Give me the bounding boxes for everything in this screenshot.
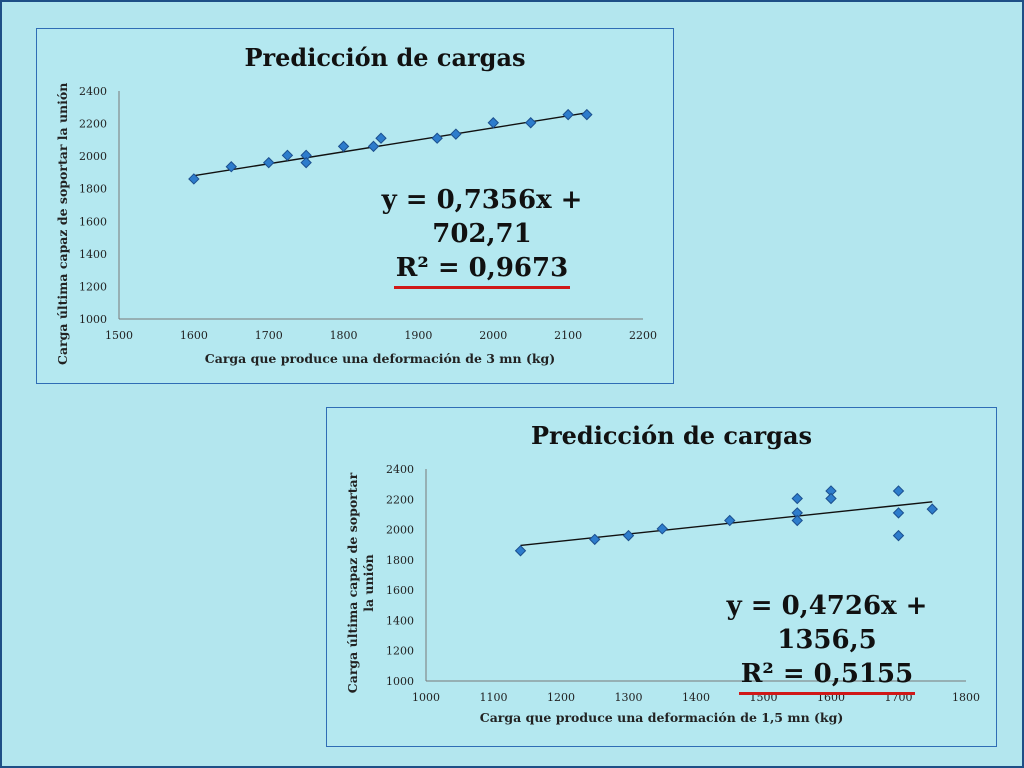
y-axis-label: Carga última capaz de soportar la unión xyxy=(55,82,70,365)
r-squared-text: R² = 0,9673 xyxy=(395,253,569,283)
x-tick-label: 1800 xyxy=(330,329,358,342)
data-point xyxy=(450,128,462,140)
y-tick-label: 2400 xyxy=(79,85,107,98)
red-underline xyxy=(738,692,916,695)
y-tick-label: 2400 xyxy=(386,463,414,476)
y-tick-label: 1000 xyxy=(79,313,107,326)
data-point xyxy=(431,132,443,144)
chart-title: Predicción de cargas xyxy=(530,421,813,450)
y-tick-label: 1200 xyxy=(79,280,107,293)
data-point xyxy=(263,156,275,169)
regression-equation: y = 0,4726x + 1356,5 xyxy=(726,591,928,655)
trendline xyxy=(193,112,587,177)
trendline xyxy=(520,501,933,547)
x-axis-label: Carga que produce una deformación de 1,5… xyxy=(479,710,844,725)
r-squared-text: R² = 0,5155 xyxy=(740,659,914,689)
data-point xyxy=(656,523,668,535)
x-tick-label: 1100 xyxy=(480,691,508,704)
data-point xyxy=(337,140,350,153)
y-axis-label: Carga última capaz de soportar la unión xyxy=(345,472,376,694)
data-point xyxy=(281,149,294,162)
y-tick-label: 1800 xyxy=(79,183,107,196)
data-point xyxy=(622,529,635,542)
regression-equation-block: y = 0,7356x + 702,71 R² = 0,9673 xyxy=(337,183,627,289)
x-tick-label: 1600 xyxy=(180,329,208,342)
scatter-plot-1: 1000 1200 1400 1600 1800 2000 2200 2400 1500 1600… xyxy=(79,85,657,342)
x-tick-label: 1800 xyxy=(952,691,980,704)
data-point xyxy=(825,492,837,505)
data-point xyxy=(589,533,601,546)
data-point xyxy=(367,140,380,153)
x-tick-label: 1400 xyxy=(682,691,710,704)
y-tick-label: 2200 xyxy=(386,493,414,506)
y-tick-label: 1200 xyxy=(386,645,414,658)
data-point xyxy=(487,117,499,129)
x-tick-label: 1000 xyxy=(412,691,440,704)
y-tick-label: 1600 xyxy=(79,215,107,228)
data-point xyxy=(892,507,905,519)
x-tick-label: 1200 xyxy=(547,691,575,704)
x-axis-label: Carga que produce una deformación de 3 m… xyxy=(204,351,556,366)
y-tick-label: 1400 xyxy=(386,614,414,627)
data-point xyxy=(514,545,527,557)
red-underline xyxy=(393,286,571,289)
x-tick-label: 1300 xyxy=(615,691,643,704)
y-tick-label: 2000 xyxy=(79,150,107,163)
y-tick-label: 1000 xyxy=(386,675,414,688)
y-tick-label: 1400 xyxy=(79,248,107,261)
data-point xyxy=(892,529,905,542)
data-point xyxy=(225,161,237,173)
data-point xyxy=(188,173,200,185)
data-point xyxy=(791,514,803,527)
regression-equation: y = 0,7356x + 702,71 xyxy=(381,185,583,249)
x-tick-label: 2200 xyxy=(629,329,657,342)
data-point xyxy=(525,117,537,129)
data-point xyxy=(724,514,736,527)
regression-equation-block: y = 0,4726x + 1356,5 R² = 0,5155 xyxy=(682,589,972,695)
chart-panel-1: Predicción de cargas 1000 1200 1400 1600 180… xyxy=(36,28,674,384)
data-point xyxy=(892,485,905,497)
x-tick-label: 1700 xyxy=(255,329,283,342)
x-tick-label: 1500 xyxy=(105,329,133,342)
y-tick-label: 2200 xyxy=(79,118,107,131)
y-tick-label: 1600 xyxy=(386,584,414,597)
data-point xyxy=(562,108,574,121)
r-squared-value: R² = 0,5155 xyxy=(738,657,916,695)
chart-title: Predicción de cargas xyxy=(244,43,526,72)
x-tick-label: 1900 xyxy=(404,329,432,342)
chart-panel-2: Predicción de cargas 1000 1200 1400 1600 180… xyxy=(326,407,997,747)
data-point xyxy=(791,492,803,505)
y-tick-label: 1800 xyxy=(386,554,414,567)
x-tick-label: 2000 xyxy=(479,329,507,342)
data-point xyxy=(926,503,938,515)
scatter-plot-2: 1000 1200 1400 1600 1800 2000 2200 2400 1000 1100… xyxy=(386,463,980,704)
x-tick-label: 2100 xyxy=(554,329,582,342)
data-point xyxy=(581,108,593,121)
data-point xyxy=(375,132,387,144)
r-squared-value: R² = 0,9673 xyxy=(393,251,571,289)
y-tick-label: 2000 xyxy=(386,524,414,537)
data-point xyxy=(300,156,312,169)
